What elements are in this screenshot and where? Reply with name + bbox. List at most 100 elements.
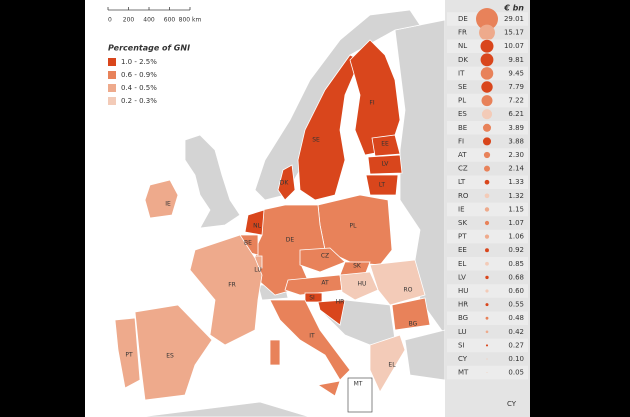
- value-bubble: [484, 179, 490, 185]
- scale-label: 400: [143, 17, 155, 24]
- czechia: [299, 247, 346, 273]
- bulgaria: [391, 297, 431, 331]
- row-code: AT: [458, 151, 467, 159]
- country-label: SK: [353, 263, 362, 270]
- row-code: IE: [458, 205, 465, 213]
- row-value: 9.81: [508, 56, 524, 64]
- row-value: 0.68: [508, 273, 524, 281]
- legend-swatch: [108, 84, 116, 92]
- africa: [139, 401, 311, 417]
- legend-swatch: [108, 58, 116, 66]
- country-label: HU: [358, 281, 367, 288]
- scale-label: 800 km: [179, 17, 202, 24]
- row-value: 0.92: [508, 246, 524, 254]
- row-value: 0.42: [508, 328, 524, 336]
- row-value: 1.15: [508, 205, 524, 213]
- row-value: 1.07: [508, 219, 524, 227]
- cy-label: CY: [507, 400, 517, 408]
- legend-label: 0.4 - 0.5%: [121, 84, 157, 92]
- row-value: 2.14: [508, 165, 524, 173]
- country-labels: FI SE EE LV LT DK NL BE LU DE PL CZ SK AT HU SI HR RO BG FR…: [125, 100, 417, 388]
- row-code: LU: [458, 328, 467, 336]
- legend-title: Percentage of GNI: [108, 44, 190, 53]
- value-bubble: [484, 165, 490, 172]
- value-bubble: [484, 220, 490, 226]
- sicily: [316, 380, 341, 397]
- row-value: 0.48: [508, 314, 524, 322]
- row-code: BG: [458, 314, 468, 322]
- country-label: SE: [312, 137, 320, 144]
- row-code: EE: [458, 246, 467, 254]
- value-bubble: [486, 358, 488, 360]
- value-bubble: [485, 275, 489, 280]
- value-bubble: [484, 193, 490, 199]
- austria: [284, 274, 343, 296]
- row-code: RO: [458, 192, 469, 200]
- country-label: LV: [382, 161, 390, 168]
- row-code: FI: [458, 137, 464, 145]
- value-bubble: [485, 316, 489, 320]
- value-bubble: [480, 67, 494, 80]
- row-value: 0.05: [508, 369, 524, 377]
- row-code: CZ: [458, 165, 468, 173]
- value-bubble: [476, 8, 498, 30]
- row-value: 7.79: [508, 83, 524, 91]
- land: [139, 9, 446, 417]
- value-bubble: [485, 289, 489, 293]
- value-bubble: [480, 53, 494, 67]
- country-label: LU: [254, 267, 261, 274]
- romania: [369, 259, 426, 306]
- greece: [369, 334, 406, 393]
- row-value: 0.55: [508, 301, 524, 309]
- country-label: DK: [280, 180, 290, 187]
- latvia: [367, 154, 403, 175]
- table-unit: € bn: [503, 4, 524, 13]
- row-code: HU: [458, 287, 468, 295]
- value-bubble: [485, 248, 489, 253]
- row-code: SE: [458, 83, 467, 91]
- value-bubble: [486, 372, 488, 374]
- legend-swatch: [108, 71, 116, 79]
- country-label: ES: [166, 353, 174, 360]
- table: DE 29.01 FR 15.17 NL 10.07 DK 9.81 IT 9.45 SE 7.79 P…: [447, 8, 528, 380]
- row-value: 1.33: [508, 178, 524, 186]
- row-code: EL: [458, 260, 466, 268]
- row-value: 0.27: [508, 341, 524, 349]
- value-bubble: [483, 151, 491, 159]
- row-value: 1.06: [508, 233, 524, 241]
- value-bubble: [485, 303, 489, 307]
- legend-swatch: [108, 97, 116, 105]
- value-bubble: [481, 95, 493, 107]
- scale-label: 200: [123, 17, 135, 24]
- netherlands: [244, 209, 265, 236]
- sweden: [297, 54, 361, 201]
- row-value: 3.88: [508, 137, 524, 145]
- row-code: ES: [458, 110, 467, 118]
- country-label: DE: [286, 237, 295, 244]
- sardinia: [269, 339, 281, 366]
- row-value: 0.10: [508, 355, 524, 363]
- row-code: PL: [458, 97, 466, 105]
- row-value: 1.32: [508, 192, 524, 200]
- italy: [269, 299, 351, 381]
- ireland: [144, 179, 179, 219]
- row-value: 0.60: [508, 287, 524, 295]
- value-bubble: [479, 24, 495, 41]
- scale: 0 200 400 600 800 km: [107, 7, 202, 24]
- malta-inset: [347, 377, 373, 413]
- value-bubble: [482, 137, 492, 146]
- row-code: DE: [458, 15, 468, 23]
- row-value: 9.45: [508, 69, 524, 77]
- country-label: PL: [350, 223, 358, 230]
- country-label: IE: [165, 201, 171, 208]
- value-bubble: [484, 234, 490, 239]
- country-label: PT: [125, 352, 133, 359]
- scale-label: 600: [164, 17, 176, 24]
- value-bubble: [480, 39, 494, 53]
- estonia: [371, 134, 401, 157]
- country-label: EE: [381, 141, 389, 148]
- france: [189, 234, 263, 346]
- row-value: 29.01: [504, 15, 524, 23]
